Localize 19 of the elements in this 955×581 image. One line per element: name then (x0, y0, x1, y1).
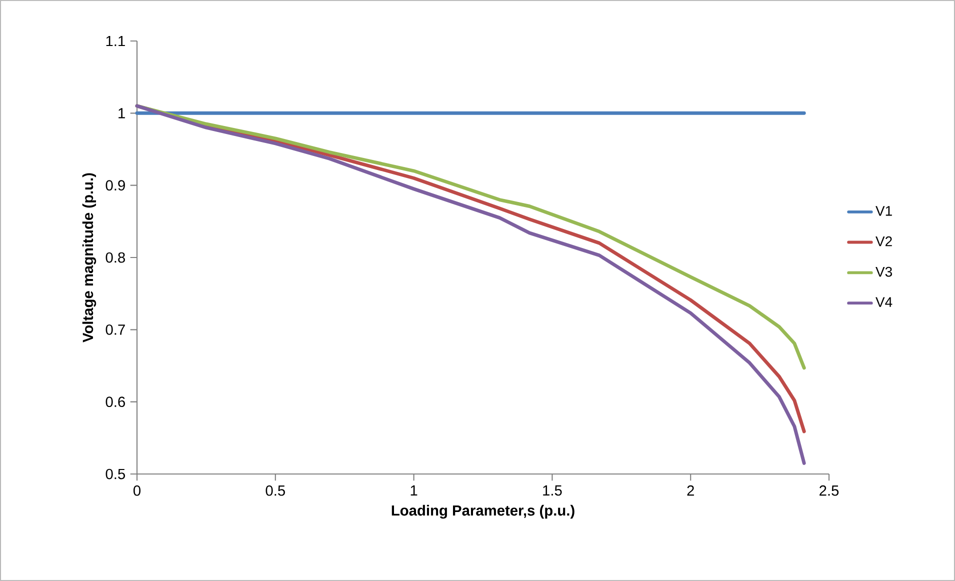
y-tick-label: 0.5 (106, 468, 125, 480)
y-tick-label: 1.1 (106, 36, 125, 46)
legend-label: V2 (876, 236, 892, 246)
x-tick-label: 1.5 (543, 485, 562, 496)
x-tick-label: 0 (133, 485, 140, 496)
y-tick-label: 1 (118, 108, 125, 118)
legend-label: V3 (876, 266, 892, 277)
x-axis-title: Loading Parameter,s (p.u.) (392, 504, 574, 519)
y-tick-label: 0.8 (106, 252, 125, 263)
x-tick-label: 2.5 (820, 485, 839, 496)
x-tick-label: 1 (410, 485, 418, 496)
x-tick-label: 2 (687, 485, 694, 496)
x-tick-label: 0.5 (266, 485, 285, 496)
y-tick-label: 0.6 (106, 396, 125, 408)
y-axis-title: Voltage magnitude (p.u.) (82, 173, 96, 342)
legend-label: V1 (876, 206, 892, 216)
y-tick-label: 0.9 (106, 180, 125, 191)
legend-label: V4 (876, 297, 892, 307)
y-tick-label: 0.7 (106, 324, 125, 335)
